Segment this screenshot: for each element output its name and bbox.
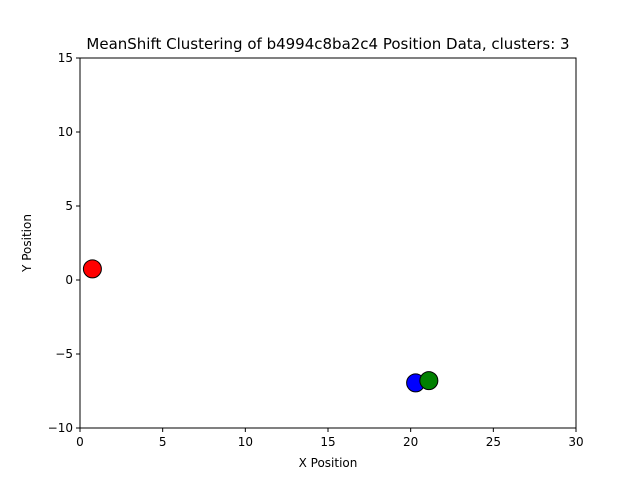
data-points	[82, 259, 439, 393]
chart-title: MeanShift Clustering of b4994c8ba2c4 Pos…	[86, 35, 569, 53]
y-tick-label: 15	[58, 51, 73, 65]
x-tick-label: 20	[403, 435, 418, 449]
y-tick-label: −5	[55, 347, 73, 361]
x-axis: 0 5 10 15 20 25 30	[76, 428, 584, 449]
x-tick-label: 15	[320, 435, 335, 449]
y-tick-label: −10	[48, 421, 73, 435]
x-tick-label: 10	[238, 435, 253, 449]
axes-frame	[79, 57, 577, 429]
x-tick-label: 30	[568, 435, 583, 449]
x-tick-label: 25	[486, 435, 501, 449]
plot-area	[79, 57, 577, 429]
cluster-point	[82, 259, 102, 279]
y-tick-label: 5	[65, 199, 73, 213]
y-axis-label: Y Position	[20, 214, 34, 273]
x-tick-label: 0	[76, 435, 84, 449]
x-axis-label: X Position	[299, 456, 358, 470]
y-tick-label: 10	[58, 125, 73, 139]
y-tick-label: 0	[65, 273, 73, 287]
x-tick-label: 5	[159, 435, 167, 449]
cluster-point	[419, 371, 439, 391]
y-axis: −10 −5 0 5 10 15	[48, 51, 80, 435]
